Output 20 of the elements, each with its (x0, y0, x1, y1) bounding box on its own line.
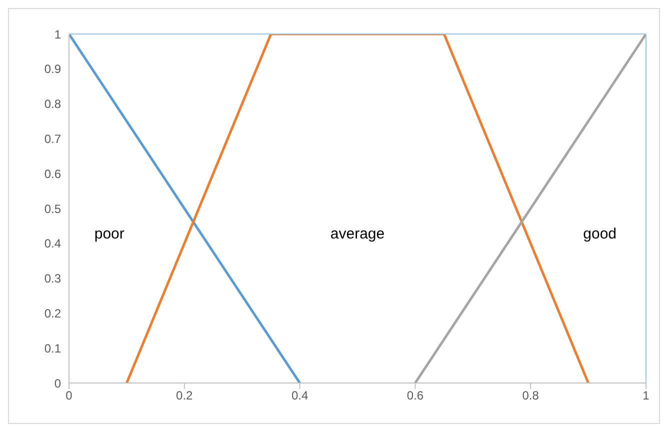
y-tick-label: 0.9 (44, 62, 62, 76)
y-tick-label: 0.7 (44, 132, 62, 146)
x-tick-label: 1 (642, 388, 650, 403)
annotation: average (330, 225, 385, 242)
y-tick-label: 0 (54, 376, 62, 390)
y-tick-label: 0.6 (44, 166, 62, 181)
y-tick-label: 0.1 (44, 341, 62, 356)
y-tick-label: 0.5 (44, 202, 62, 216)
y-tick-label: 1 (54, 27, 62, 42)
y-tick-label: 0.8 (44, 97, 62, 112)
annotation: good (583, 225, 617, 242)
x-tick-label: 0.2 (176, 388, 194, 403)
x-tick-label: 0.8 (522, 388, 540, 403)
y-tick-label: 0.2 (44, 306, 62, 320)
annotation: poor (94, 225, 124, 242)
y-tick-label: 0.4 (44, 236, 62, 251)
x-tick-label: 0.6 (406, 388, 424, 403)
x-tick-label: 0.4 (291, 388, 308, 403)
y-tick-label: 0.3 (44, 272, 62, 286)
x-tick-label: 0 (66, 388, 73, 403)
